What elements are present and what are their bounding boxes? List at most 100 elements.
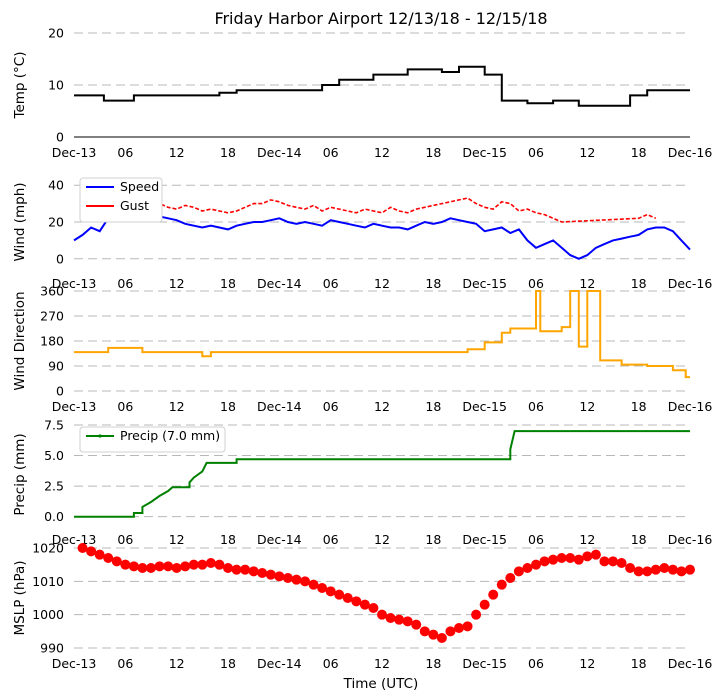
x-tick-label: Dec-15 — [462, 399, 507, 414]
data-point — [685, 564, 695, 575]
x-tick-label: 06 — [117, 399, 133, 414]
data-point — [556, 553, 567, 563]
data-point — [223, 563, 233, 573]
x-tick-label: Dec-14 — [257, 656, 302, 671]
x-tick-label: 12 — [169, 145, 185, 160]
panel-precip: 0.0 2.5 5.0 7.5 Precip (mm) Dec-13 06 12 18 Dec-1… — [12, 418, 712, 548]
x-tick-label: Dec-16 — [668, 399, 713, 414]
data-point — [582, 551, 593, 562]
y-tick-label: 7.5 — [44, 418, 64, 433]
data-point — [368, 603, 379, 613]
x-tick-label: Dec-14 — [257, 276, 302, 291]
x-tick-label: 12 — [169, 532, 185, 547]
series-line-precip-7-0-mm- — [74, 430, 690, 518]
data-point — [197, 559, 208, 570]
data-point — [231, 564, 242, 575]
data-point — [479, 599, 490, 610]
x-tick-label: Dec-14 — [257, 532, 302, 547]
x-tick-label: 06 — [528, 656, 544, 671]
data-point — [282, 573, 293, 583]
x-tick-label: 06 — [117, 656, 133, 671]
x-tick-label: 18 — [220, 276, 236, 291]
data-point — [377, 609, 387, 620]
legend-marker — [98, 434, 102, 438]
legend-label: Precip (7.0 mm) — [120, 428, 220, 443]
data-point — [94, 549, 105, 560]
x-tick-label: 18 — [425, 532, 441, 547]
x-tick-label: 06 — [323, 399, 339, 414]
data-point — [146, 563, 156, 573]
data-point — [573, 554, 584, 565]
x-tick-label: 12 — [374, 399, 390, 414]
x-tick-label: 12 — [169, 399, 185, 414]
panel-temp: 0 10 20 Temp (°C) Dec-13 06 12 18 Dec-14 06 12 18 De… — [12, 26, 712, 161]
y-tick-label: 360 — [40, 284, 64, 299]
data-point — [154, 561, 165, 572]
chart-title: Friday Harbor Airport 12/13/18 - 12/15/1… — [214, 9, 547, 28]
data-point — [265, 569, 276, 580]
data-point — [163, 561, 174, 572]
x-tick-label: 06 — [323, 145, 339, 160]
data-point — [565, 553, 576, 563]
x-tick-label: 18 — [631, 656, 647, 671]
data-point — [505, 573, 516, 583]
y-tick-label: 270 — [40, 309, 64, 324]
data-point — [171, 563, 182, 573]
data-point — [317, 583, 328, 593]
data-point — [496, 579, 507, 590]
y-tick-label: 0.0 — [44, 509, 64, 524]
data-point — [180, 561, 191, 572]
y-axis-label: Precip (mm) — [12, 433, 28, 515]
data-point — [257, 568, 268, 578]
data-point — [111, 556, 122, 567]
x-tick-label: Dec-16 — [668, 276, 713, 291]
y-tick-label: 1020 — [32, 541, 64, 556]
x-tick-label: 18 — [425, 276, 441, 291]
x-tick-label: 18 — [425, 656, 441, 671]
y-tick-label: 180 — [40, 334, 64, 349]
x-tick-label: 18 — [631, 399, 647, 414]
data-point — [659, 563, 670, 573]
legend-label: Gust — [120, 198, 149, 213]
x-tick-label: Dec-16 — [668, 532, 713, 547]
data-point — [445, 626, 456, 637]
x-tick-label: 18 — [425, 399, 441, 414]
data-point — [633, 566, 644, 577]
data-point — [291, 574, 302, 585]
series-line-temperature — [74, 65, 690, 107]
data-point — [86, 546, 97, 557]
data-point — [419, 626, 430, 637]
x-tick-label: Dec-15 — [462, 276, 507, 291]
data-point — [103, 553, 114, 563]
data-point — [308, 579, 319, 590]
x-tick-label: 06 — [117, 145, 133, 160]
x-tick-label: 18 — [631, 532, 647, 547]
x-tick-label: 12 — [579, 656, 595, 671]
legend-box — [79, 177, 163, 223]
series-line-wind-direction — [74, 290, 690, 379]
data-point — [240, 564, 251, 575]
x-tick-label: 06 — [528, 399, 544, 414]
x-tick-label: Dec-16 — [668, 656, 713, 671]
x-tick-label: 18 — [631, 276, 647, 291]
x-tick-label: Dec-14 — [257, 399, 302, 414]
x-tick-label: 12 — [579, 276, 595, 291]
y-axis-label: Temp (°C) — [12, 52, 28, 120]
data-point — [214, 559, 225, 570]
data-point — [428, 629, 439, 640]
data-point — [385, 613, 396, 623]
x-tick-label: 06 — [117, 276, 133, 291]
x-axis-label: Time (UTC) — [343, 676, 419, 692]
data-point — [334, 589, 345, 600]
x-tick-label: 18 — [425, 145, 441, 160]
y-tick-label: 990 — [40, 641, 64, 656]
data-point — [188, 559, 199, 570]
x-tick-label: 18 — [220, 532, 236, 547]
x-tick-label: Dec-13 — [52, 399, 97, 414]
x-tick-label: 06 — [528, 145, 544, 160]
x-tick-label: Dec-15 — [462, 656, 507, 671]
x-tick-label: 18 — [631, 145, 647, 160]
x-tick-label: 12 — [374, 532, 390, 547]
data-point — [351, 596, 362, 607]
